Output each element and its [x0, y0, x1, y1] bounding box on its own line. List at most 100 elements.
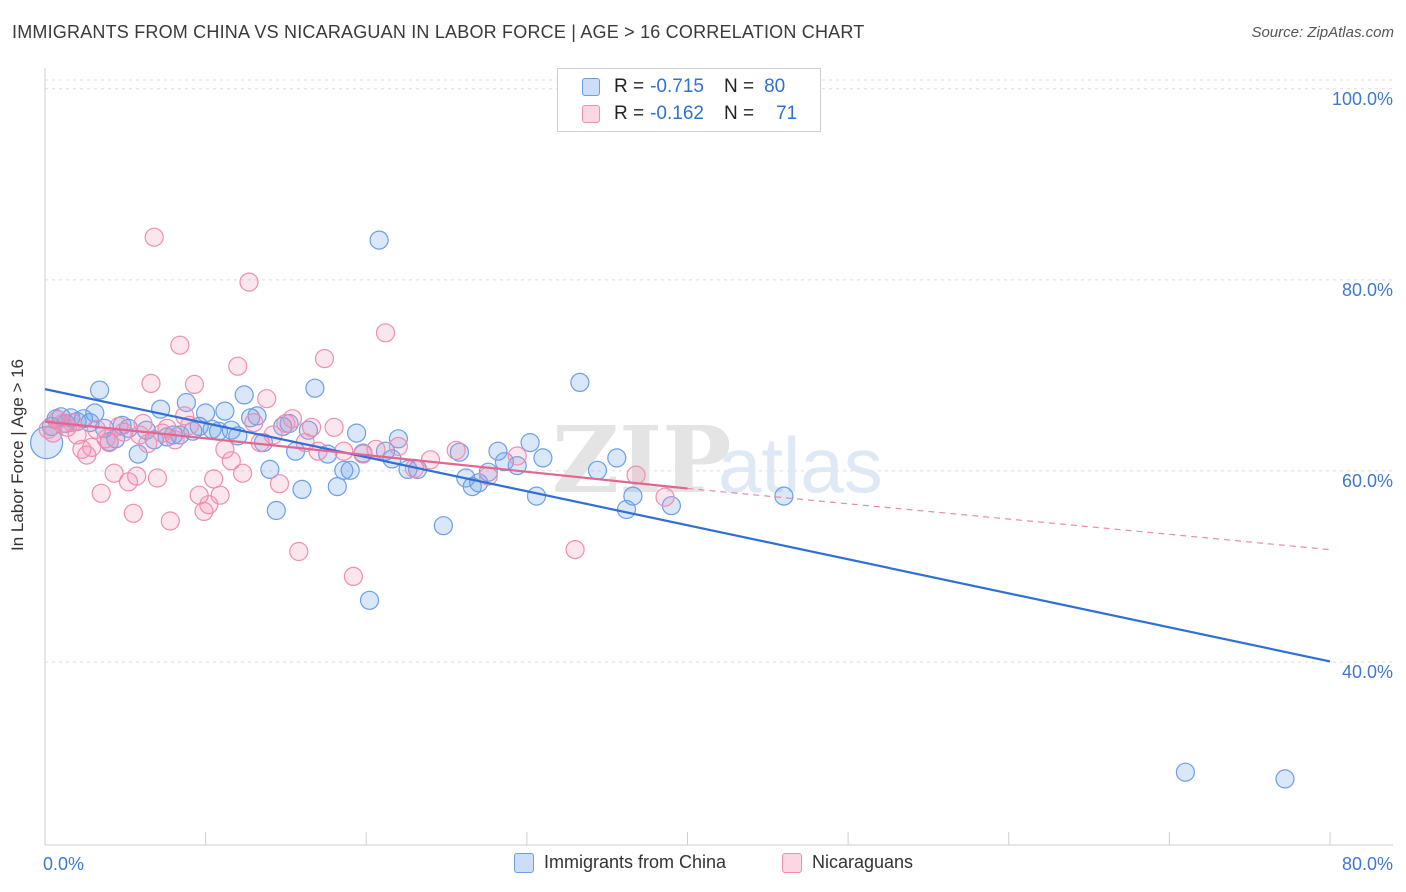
data-point — [305, 378, 325, 398]
data-point — [343, 566, 363, 587]
data-point — [289, 541, 309, 562]
data-point — [160, 511, 180, 531]
data-point — [144, 227, 164, 247]
data-point — [141, 373, 161, 393]
y-axis-label: In Labor Force | Age > 16 — [8, 358, 27, 552]
data-point — [388, 436, 408, 457]
data-point — [526, 486, 547, 506]
data-point — [269, 474, 290, 494]
data-point — [292, 479, 312, 499]
data-point — [266, 500, 286, 521]
data-point — [138, 434, 158, 454]
y-tick-label: 80.0% — [1342, 280, 1393, 300]
data-point — [570, 372, 590, 392]
trend-extension-nicaraguan — [687, 487, 1331, 551]
y-tick-label: 60.0% — [1342, 471, 1393, 491]
data-point — [347, 423, 367, 443]
data-point — [1175, 762, 1196, 782]
data-point — [99, 433, 119, 453]
data-point — [89, 380, 110, 400]
data-point — [623, 486, 643, 506]
data-point — [302, 417, 322, 437]
data-point — [282, 409, 302, 429]
source-label: Source: ZipAtlas.com — [1251, 24, 1394, 41]
y-tick-label: 40.0% — [1342, 662, 1393, 682]
legend-r-value: -0.715 — [650, 76, 704, 97]
data-point — [324, 417, 344, 437]
data-point — [375, 323, 396, 343]
data-point — [340, 460, 360, 480]
data-point — [257, 389, 277, 409]
series-swatch-china — [514, 852, 534, 873]
data-point — [233, 463, 253, 483]
data-point — [221, 451, 241, 471]
data-point — [127, 466, 147, 486]
data-point — [260, 459, 280, 479]
series-swatch-nicaraguan — [782, 852, 802, 873]
x-tick-label: 80.0% — [1342, 854, 1393, 874]
y-tick-label: 100.0% — [1332, 89, 1393, 109]
data-point — [607, 448, 627, 468]
trend-line-china — [44, 388, 1331, 663]
data-point — [196, 403, 216, 423]
data-point — [91, 483, 111, 503]
data-point — [184, 374, 204, 394]
data-point — [388, 429, 408, 449]
data-point — [507, 446, 527, 466]
data-point — [170, 335, 190, 355]
data-point — [587, 460, 608, 480]
series-legend-china[interactable]: Immigrants from China — [514, 852, 726, 873]
legend-n-label: N = — [723, 76, 755, 97]
legend-r-label: R = — [614, 103, 645, 124]
legend-swatch-nicaraguan — [582, 105, 600, 123]
x-tick-label: 0.0% — [43, 854, 84, 874]
data-point — [494, 452, 514, 472]
data-point — [85, 403, 105, 423]
data-point — [128, 444, 148, 464]
legend-swatch-china — [582, 78, 600, 96]
legend-r-label: R = — [614, 76, 645, 97]
series-legend-nicaraguan[interactable]: Nicaraguans — [782, 852, 913, 873]
trend-lines — [44, 388, 1331, 663]
data-point — [234, 385, 254, 405]
data-point — [446, 440, 466, 460]
correlation-legend: R = -0.715 N = 80 R = -0.162 N = 71 — [557, 68, 821, 132]
data-point — [327, 477, 347, 497]
data-point — [228, 356, 248, 376]
data-point — [81, 437, 102, 457]
legend-n-label: N = — [723, 103, 755, 124]
legend-r-value: -0.162 — [650, 103, 704, 124]
watermark: ZIP atlas — [552, 406, 883, 514]
tick-labels: 100.0% 80.0% 60.0% 40.0% 0.0% 80.0% — [43, 89, 1393, 874]
data-point — [215, 401, 235, 421]
series-legend: Immigrants from China Nicaraguans — [0, 852, 1406, 878]
data-point — [520, 433, 540, 453]
trend-line-nicaraguan — [44, 420, 688, 490]
data-point — [298, 420, 318, 440]
data-point — [104, 463, 124, 483]
series-label-china: Immigrants from China — [544, 852, 727, 872]
data-point — [314, 349, 335, 369]
legend-row-china: R = -0.715 N = 80 — [582, 75, 785, 99]
data-point — [147, 468, 167, 488]
data-point — [359, 590, 380, 610]
series-label-nicaraguan: Nicaraguans — [812, 852, 914, 872]
axes — [44, 68, 1393, 846]
data-point — [96, 429, 116, 449]
watermark-atlas: atlas — [718, 421, 883, 509]
data-point — [210, 485, 230, 505]
data-point — [420, 450, 441, 470]
data-point — [123, 503, 143, 523]
legend-row-nicaraguan: R = -0.162 N = 71 — [582, 102, 797, 126]
data-point — [244, 413, 264, 433]
data-point — [565, 539, 585, 560]
data-point — [449, 442, 469, 462]
data-point — [334, 460, 354, 480]
data-point — [369, 230, 389, 250]
data-points — [29, 227, 1295, 789]
data-point — [133, 413, 153, 434]
data-point — [655, 487, 675, 507]
data-point — [433, 516, 453, 536]
legend-n-value: 71 — [776, 103, 798, 124]
